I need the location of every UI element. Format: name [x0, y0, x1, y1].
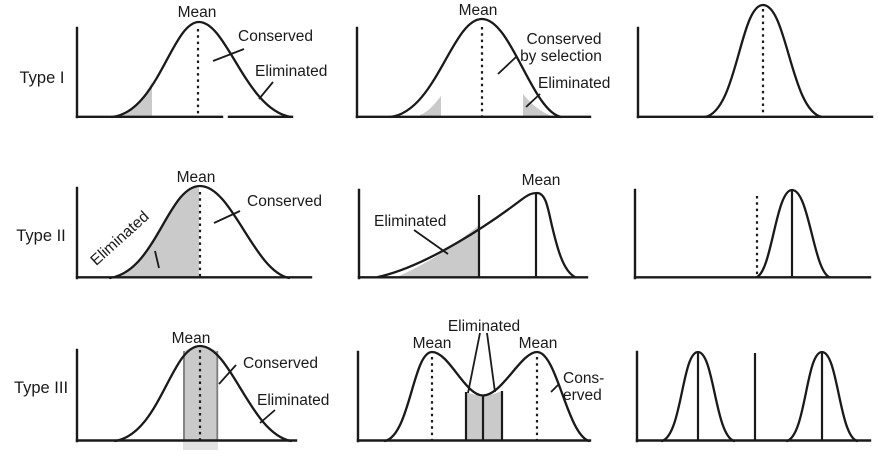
conserved-label: Conserved	[247, 193, 322, 210]
conserved-label-line2: erved	[563, 387, 602, 404]
panel-type3-during-selection: Eliminated Mean Mean Cons- erved	[356, 318, 604, 443]
eliminated-label: Eliminated	[374, 213, 446, 230]
shaded-left-tail	[420, 96, 441, 117]
bimodal-curve	[383, 350, 591, 443]
bell-curve	[108, 184, 291, 280]
mean-right-label: Mean	[519, 335, 558, 352]
eliminated-leader-line	[413, 229, 449, 255]
eliminated-label: Eliminated	[448, 318, 520, 335]
conserved-leader-line	[550, 383, 560, 393]
panel-type2-during-selection: Mean Eliminated	[357, 172, 589, 280]
bell-curve	[113, 344, 293, 443]
skewed-curve	[376, 191, 577, 279]
conserved-leader-line	[497, 56, 517, 75]
eliminated-leader-left	[467, 332, 481, 394]
eliminated-leader-line	[258, 81, 274, 100]
mean-label: Mean	[522, 172, 561, 189]
mean-left-label: Mean	[413, 335, 452, 352]
shaded-left-half	[112, 186, 199, 278]
mean-label: Mean	[177, 169, 216, 186]
panel-type1-before-selection: Mean Conserved Eliminated	[75, 4, 327, 119]
row-label-type-3: Type III	[14, 379, 68, 397]
panel-type3-after-selection	[635, 350, 872, 443]
right-bell-curve	[785, 350, 859, 443]
eliminated-leader-line	[525, 93, 541, 108]
eliminated-label: Eliminated	[255, 63, 327, 80]
conserved-label: Conserved	[238, 28, 313, 45]
conserved-label: Conserved	[243, 355, 318, 372]
panel-type3-before-selection: Mean Conserved Eliminated	[75, 330, 329, 450]
eliminated-label: Eliminated	[538, 75, 610, 92]
eliminated-leader-line	[154, 250, 160, 269]
shaded-band-overflow	[183, 440, 218, 450]
bell-curve	[388, 17, 563, 119]
panel-type2-after-selection	[633, 188, 872, 280]
panel-type1-after-selection	[636, 3, 874, 119]
shifted-bell-curve	[755, 188, 831, 279]
eliminated-label: Eliminated	[257, 392, 329, 409]
conserved-label-line1: Cons-	[563, 370, 604, 387]
conserved-leader-line	[212, 48, 245, 62]
shaded-central-band	[183, 347, 218, 441]
mean-label: Mean	[172, 330, 211, 347]
conserved-label-line2: by selection	[520, 48, 602, 65]
row-label-type-1: Type I	[20, 69, 65, 87]
panel-type1-during-selection: Mean Conserved by selection Eliminated	[355, 2, 610, 119]
shaded-eliminated-area	[398, 225, 479, 277]
conserved-label-line1: Conserved	[527, 31, 602, 48]
mean-label: Mean	[178, 4, 217, 21]
conserved-leader-line	[213, 210, 241, 224]
left-bell-curve	[660, 350, 736, 443]
shaded-left-tail	[118, 82, 152, 117]
eliminated-leader-line	[259, 409, 276, 424]
bell-curve	[110, 20, 293, 119]
bell-curve	[703, 3, 824, 119]
conserved-leader-line	[218, 364, 237, 385]
panel-type2-before-selection: Mean Conserved Eliminated	[75, 169, 322, 280]
row-label-type-2: Type II	[16, 227, 66, 245]
eliminated-leader-right	[486, 332, 496, 393]
shaded-right-tail	[523, 94, 553, 117]
mean-label: Mean	[459, 2, 498, 19]
